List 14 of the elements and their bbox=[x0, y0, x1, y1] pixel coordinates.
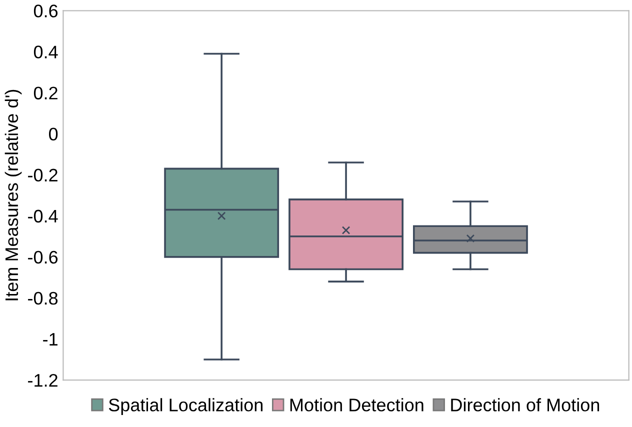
y-tick-label: -0.2 bbox=[28, 168, 58, 182]
y-tick-label: -1.2 bbox=[28, 374, 58, 387]
y-axis-title: Item Measures (relative d') bbox=[4, 90, 22, 300]
y-tick-label: 0.2 bbox=[34, 86, 58, 100]
y-tick-label: 0.4 bbox=[34, 46, 58, 58]
legend-label: Direction of Motion bbox=[451, 398, 600, 412]
y-tick-label: -0.4 bbox=[28, 210, 58, 223]
y-tick-label: -0.8 bbox=[28, 292, 58, 305]
legend-label: Spatial Localization bbox=[108, 398, 262, 415]
y-tick-label: -1 bbox=[43, 333, 58, 346]
y-tick-label: 0 bbox=[49, 128, 58, 141]
y-tick-label: -0.6 bbox=[28, 250, 58, 264]
legend-label: Motion Detection bbox=[290, 398, 424, 412]
y-tick-label: 0.6 bbox=[34, 4, 58, 18]
